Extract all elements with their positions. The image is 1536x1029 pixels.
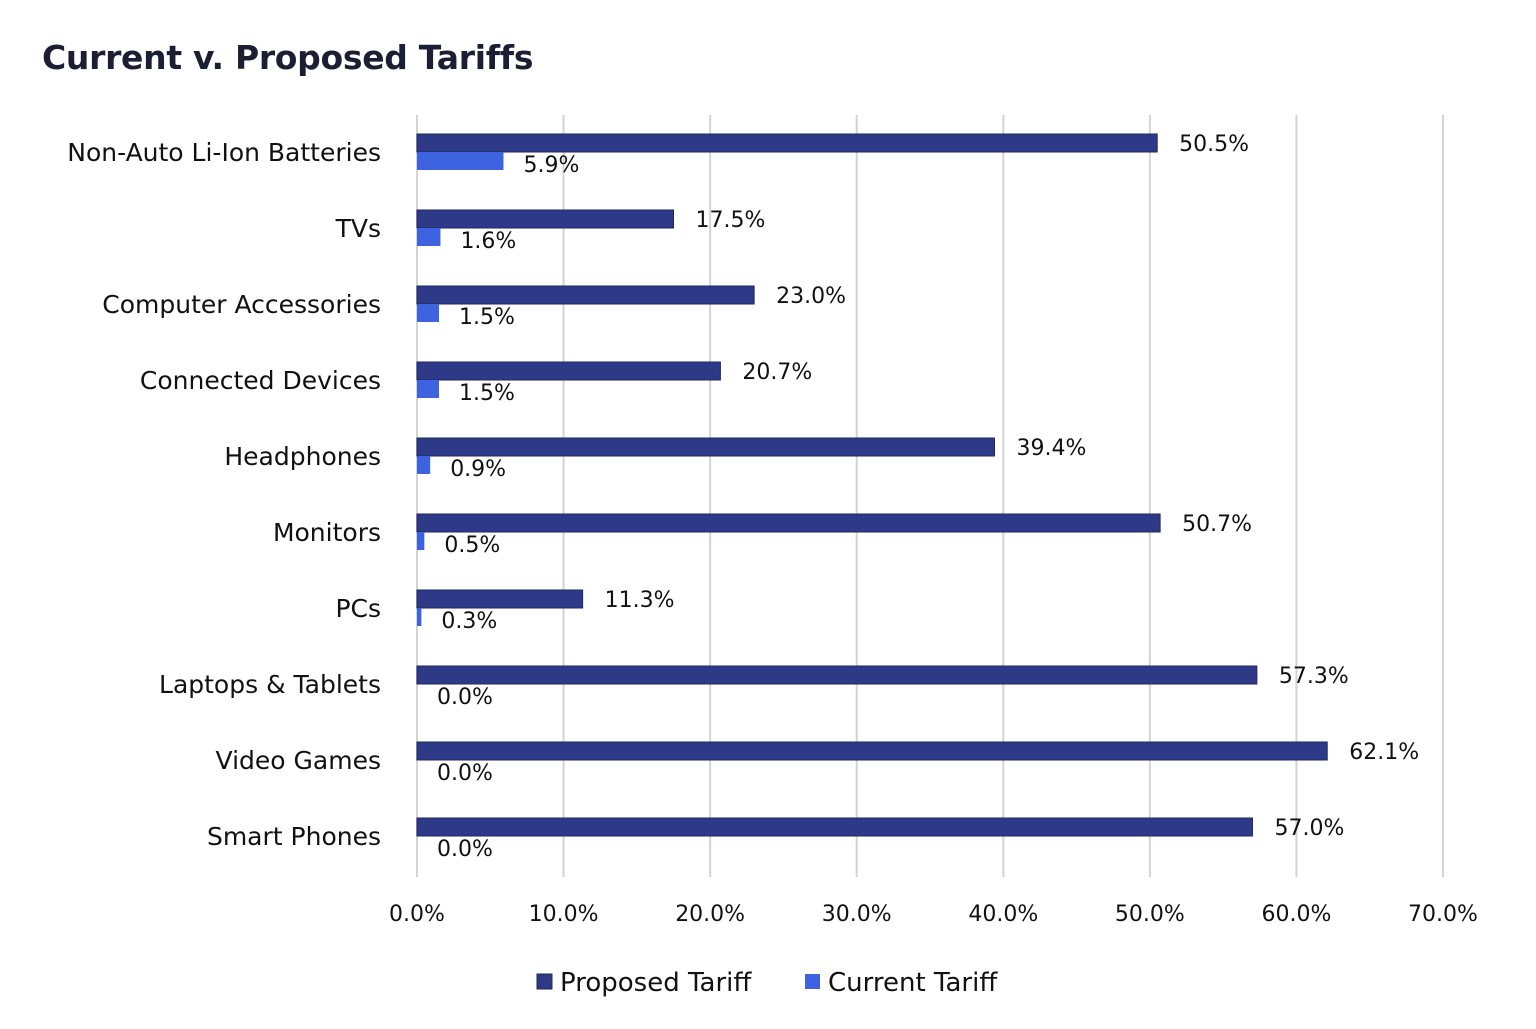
x-tick-label: 70.0% (1408, 902, 1478, 927)
x-axis-ticks: 0.0% 10.0% 20.0% 30.0% 40.0% 50.0% 60.0% 70.0% (389, 902, 1478, 927)
x-tick-label: 50.0% (1115, 902, 1185, 927)
proposed-tariff-bar (416, 209, 674, 229)
x-tick-label: 40.0% (968, 902, 1038, 927)
current-value-label: 0.9% (450, 457, 506, 482)
current-value-label: 5.9% (523, 153, 579, 178)
chart-title: Current v. Proposed Tariffs (42, 38, 534, 77)
current-value-label: 0.3% (441, 609, 497, 634)
proposed-value-label: 11.3% (605, 588, 675, 613)
x-tick-label: 60.0% (1261, 902, 1331, 927)
proposed-tariff-bar (416, 665, 1258, 685)
current-value-label: 1.5% (459, 305, 515, 330)
x-tick-label: 0.0% (389, 902, 445, 927)
proposed-tariff-bar (416, 513, 1161, 533)
legend: Proposed Tariff Current Tariff (536, 968, 998, 998)
category-label: Connected Devices (140, 366, 381, 395)
current-value-label: 0.5% (444, 533, 500, 558)
current-tariff-bar (417, 380, 439, 398)
proposed-tariff-bar (416, 133, 1158, 153)
proposed-value-label: 20.7% (742, 360, 812, 385)
proposed-value-label: 39.4% (1016, 436, 1086, 461)
proposed-tariff-bar (416, 437, 995, 457)
category-label: PCs (335, 594, 381, 623)
current-tariff-bar (417, 152, 504, 170)
category-label: Monitors (273, 518, 381, 547)
proposed-value-label: 57.3% (1279, 664, 1349, 689)
category-label: TVs (335, 214, 381, 243)
proposed-tariff-bar (416, 741, 1328, 761)
proposed-tariff-bar (416, 817, 1253, 837)
category-label: Video Games (216, 746, 381, 775)
legend-label-proposed: Proposed Tariff (560, 968, 752, 998)
proposed-value-label: 50.7% (1182, 512, 1252, 537)
gridlines (416, 115, 1444, 877)
proposed-tariff-bar (416, 285, 755, 305)
proposed-value-label: 23.0% (776, 284, 846, 309)
current-value-label: 0.0% (437, 837, 493, 862)
category-label: Headphones (224, 442, 381, 471)
current-value-label: 1.5% (459, 381, 515, 406)
current-tariff-bar (417, 456, 431, 474)
bars (416, 133, 1328, 837)
current-tariff-bar (417, 532, 425, 550)
proposed-value-label: 62.1% (1349, 740, 1419, 765)
legend-swatch-current (805, 974, 820, 989)
current-value-label: 0.0% (437, 685, 493, 710)
current-tariff-bar (417, 304, 439, 322)
category-label: Laptops & Tablets (159, 670, 381, 699)
current-value-label: 1.6% (460, 229, 516, 254)
proposed-value-label: 17.5% (696, 208, 766, 233)
proposed-value-label: 50.5% (1179, 132, 1249, 157)
x-tick-label: 20.0% (675, 902, 745, 927)
current-value-label: 0.0% (437, 761, 493, 786)
current-tariff-bar (417, 228, 441, 246)
current-tariff-bar (417, 608, 422, 626)
x-tick-label: 30.0% (822, 902, 892, 927)
proposed-value-label: 57.0% (1274, 816, 1344, 841)
category-label: Smart Phones (207, 822, 381, 851)
category-label: Computer Accessories (102, 290, 381, 319)
value-labels: 50.5% 5.9% 17.5% 1.6% 23.0% 1.5% 20.7% 1.5% 39.4… (437, 132, 1419, 862)
category-label: Non-Auto Li-Ion Batteries (67, 138, 381, 167)
legend-swatch-proposed (536, 973, 553, 990)
category-labels: Non-Auto Li-Ion Batteries TVs Computer Acc… (67, 138, 381, 851)
proposed-tariff-bar (416, 589, 584, 609)
legend-label-current: Current Tariff (828, 968, 998, 998)
x-tick-label: 10.0% (529, 902, 599, 927)
proposed-tariff-bar (416, 361, 721, 381)
